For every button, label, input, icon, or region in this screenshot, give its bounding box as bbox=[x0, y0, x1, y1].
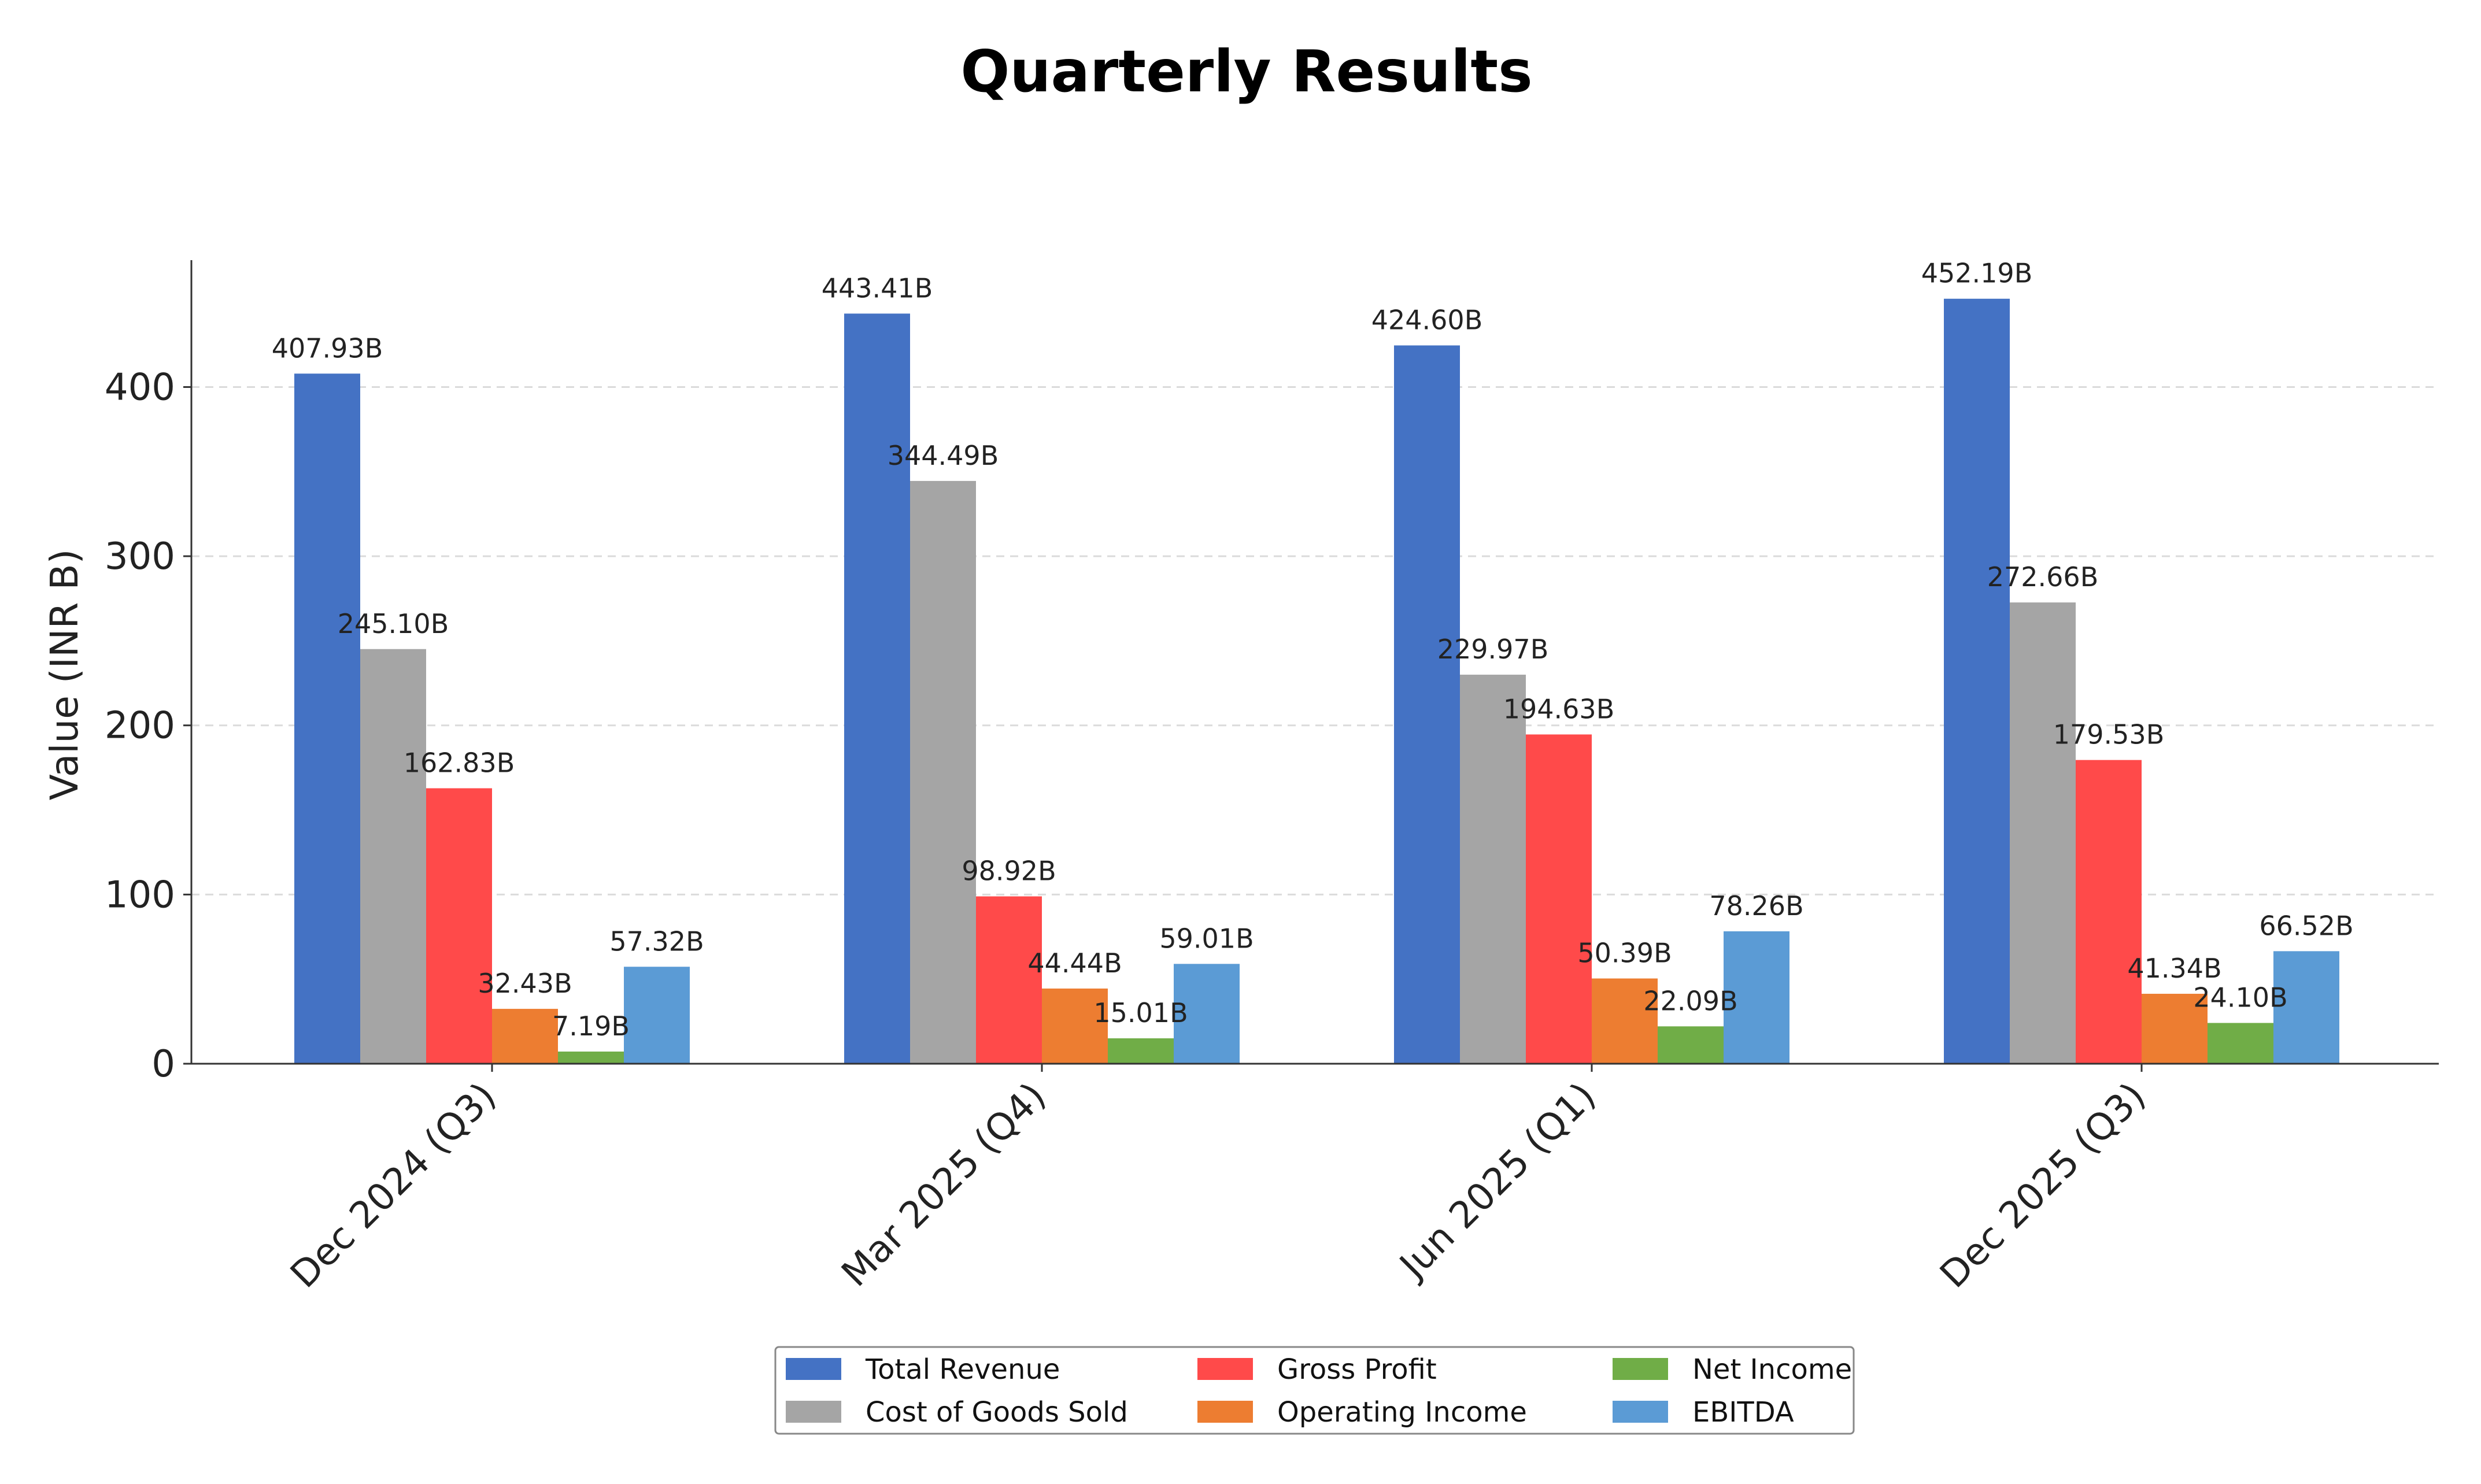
data-label: 41.34B bbox=[2127, 953, 2221, 984]
bar bbox=[2208, 1023, 2273, 1064]
legend-swatch bbox=[1613, 1401, 1668, 1423]
chart-title: Quarterly Results bbox=[960, 38, 1532, 105]
y-tick-label: 300 bbox=[105, 535, 175, 578]
data-label: 57.32B bbox=[609, 926, 704, 957]
bar bbox=[1042, 988, 1108, 1064]
bar bbox=[2010, 602, 2076, 1064]
bar bbox=[2273, 951, 2339, 1064]
legend-label: Cost of Goods Sold bbox=[866, 1396, 1128, 1429]
bar bbox=[558, 1051, 624, 1064]
data-label: 66.52B bbox=[2259, 910, 2353, 941]
bar bbox=[2076, 760, 2142, 1064]
legend: Total Revenue Cost of Goods Sold Gross Pro… bbox=[774, 1346, 1855, 1435]
data-label: 78.26B bbox=[1709, 890, 1803, 922]
x-tick-label: Jun 2025 (Q1) bbox=[1391, 1075, 1604, 1289]
bar bbox=[492, 1009, 558, 1064]
legend-box bbox=[774, 1346, 1855, 1435]
bar bbox=[1944, 298, 2010, 1064]
y-tick-label: 0 bbox=[151, 1043, 175, 1086]
data-label: 245.10B bbox=[338, 608, 449, 639]
legend-swatch bbox=[1613, 1358, 1668, 1380]
data-label: 22.09B bbox=[1643, 985, 1737, 1016]
y-tick-label: 200 bbox=[105, 705, 175, 747]
data-label: 7.19B bbox=[552, 1011, 630, 1042]
legend-label: Net Income bbox=[1692, 1353, 1852, 1386]
data-label: 452.19B bbox=[1921, 258, 2033, 289]
data-label: 407.93B bbox=[272, 332, 383, 364]
bar bbox=[976, 896, 1042, 1064]
bar bbox=[910, 480, 976, 1064]
data-label: 344.49B bbox=[888, 440, 999, 471]
bar bbox=[1526, 734, 1592, 1064]
bar bbox=[1592, 978, 1658, 1064]
data-label: 162.83B bbox=[404, 747, 515, 779]
data-label: 443.41B bbox=[822, 272, 933, 304]
data-label: 50.39B bbox=[1577, 938, 1672, 969]
data-label: 15.01B bbox=[1093, 997, 1188, 1028]
bar bbox=[1174, 964, 1240, 1064]
legend-swatch bbox=[786, 1401, 841, 1423]
bar bbox=[1658, 1026, 1724, 1064]
legend-label: Gross Profit bbox=[1277, 1353, 1437, 1386]
legend-label: EBITDA bbox=[1692, 1396, 1794, 1429]
data-label: 272.66B bbox=[1987, 561, 2099, 593]
x-tick-label: Mar 2025 (Q4) bbox=[834, 1075, 1054, 1295]
legend-swatch bbox=[1197, 1401, 1253, 1423]
bar bbox=[426, 788, 492, 1064]
bar bbox=[1108, 1038, 1174, 1064]
bar bbox=[844, 313, 910, 1064]
bar bbox=[1394, 345, 1460, 1064]
data-label: 59.01B bbox=[1159, 923, 1254, 954]
data-label: 194.63B bbox=[1503, 693, 1615, 724]
data-labels: 407.93B 245.10B 162.83B 32.43B 7.19B 57.32B 44… bbox=[272, 258, 2354, 1042]
legend-swatch bbox=[1197, 1358, 1253, 1380]
bar bbox=[294, 373, 360, 1064]
data-label: 229.97B bbox=[1437, 634, 1549, 665]
data-label: 98.92B bbox=[962, 856, 1056, 887]
legend-label: Total Revenue bbox=[865, 1353, 1060, 1386]
x-tick-label: Dec 2025 (Q3) bbox=[1932, 1075, 2154, 1297]
bar bbox=[1724, 931, 1789, 1064]
data-label: 24.10B bbox=[2193, 982, 2287, 1013]
bar bbox=[2142, 994, 2208, 1064]
y-tick-label: 100 bbox=[105, 874, 175, 916]
x-tick-label: Dec 2024 (Q3) bbox=[283, 1075, 505, 1297]
bar bbox=[360, 649, 426, 1064]
bar bbox=[624, 967, 690, 1064]
y-axis-label: Value (INR B) bbox=[42, 549, 87, 801]
bar bbox=[1460, 675, 1526, 1064]
data-label: 32.43B bbox=[478, 968, 572, 999]
bars bbox=[294, 298, 2339, 1064]
data-label: 179.53B bbox=[2053, 719, 2165, 750]
data-label: 44.44B bbox=[1027, 948, 1122, 979]
y-tick-label: 400 bbox=[105, 366, 175, 409]
data-label: 424.60B bbox=[1371, 304, 1483, 335]
legend-swatch bbox=[786, 1358, 841, 1380]
legend-label: Operating Income bbox=[1277, 1396, 1527, 1429]
